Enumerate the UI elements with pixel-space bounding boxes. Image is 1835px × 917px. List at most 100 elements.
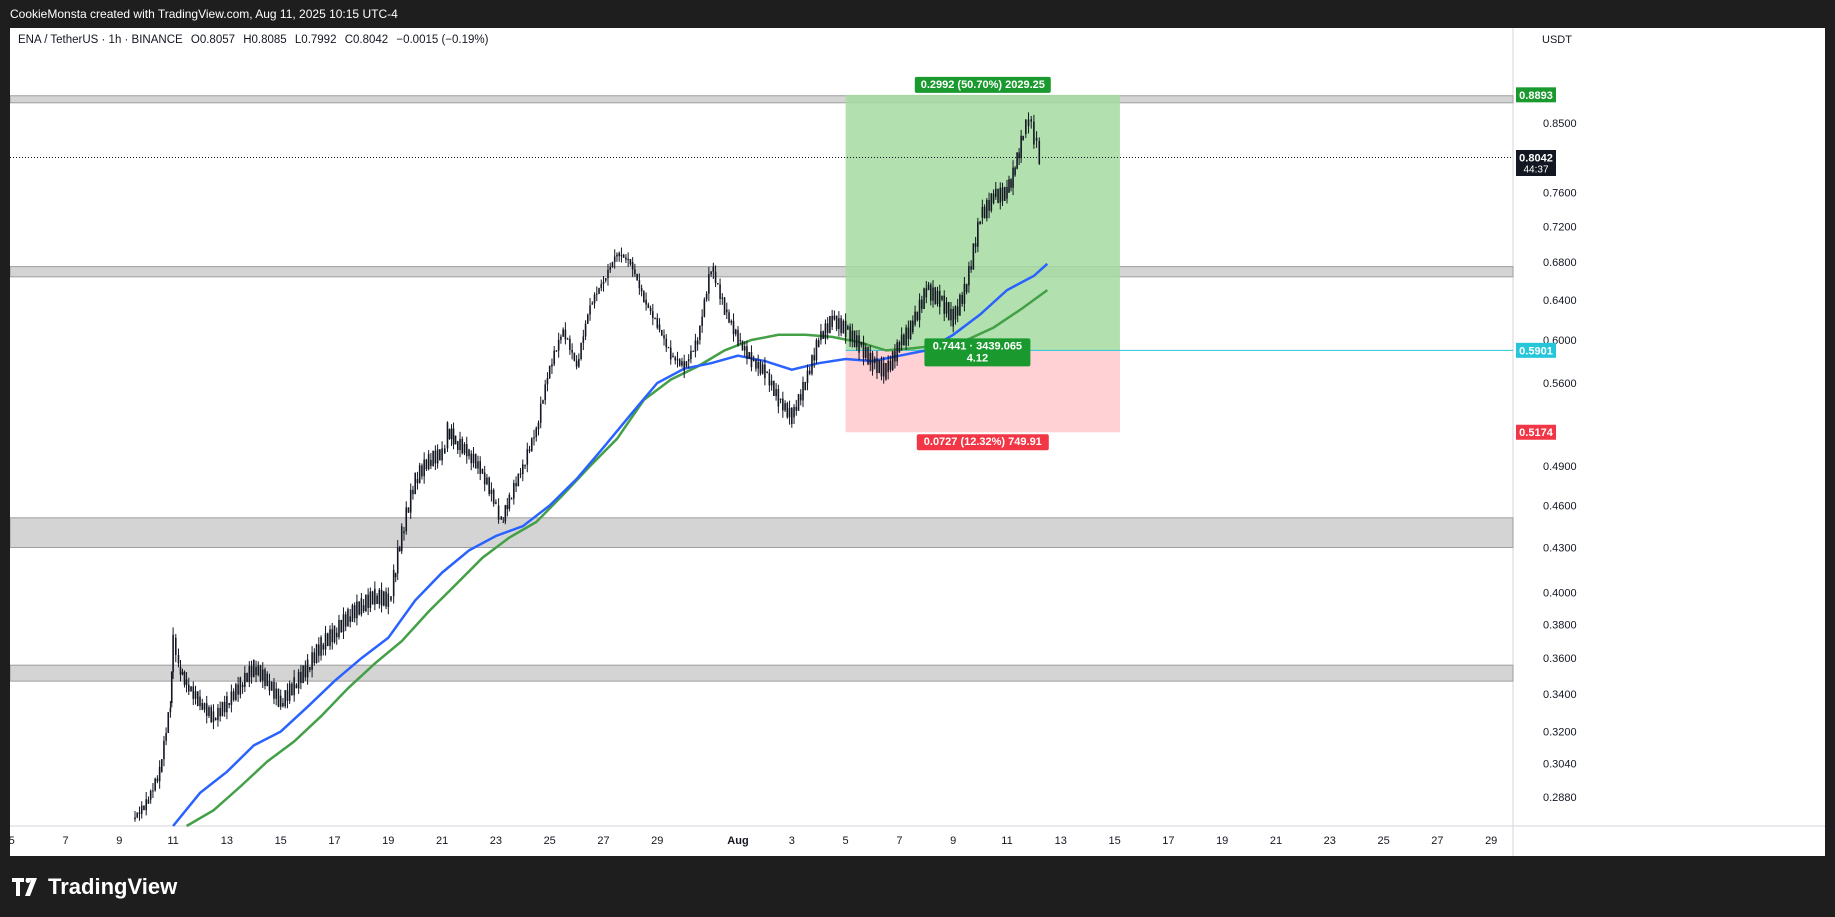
candle-body xyxy=(835,315,838,330)
candle-body xyxy=(943,295,946,314)
candle-body xyxy=(279,695,282,707)
candle-body xyxy=(734,329,737,335)
candle-body xyxy=(506,505,509,509)
legend-close: C0.8042 xyxy=(344,34,389,46)
candle-body xyxy=(409,489,412,513)
x-tick-label: 27 xyxy=(597,835,609,847)
candle-body xyxy=(324,633,327,650)
sr-zone-0 xyxy=(10,95,1514,104)
candle-body xyxy=(598,288,600,294)
candle-body xyxy=(244,672,246,688)
candle-body xyxy=(972,243,975,270)
candle-body xyxy=(214,718,217,721)
candle-body xyxy=(201,703,204,710)
candle-body xyxy=(179,666,182,675)
candle-body xyxy=(414,473,416,495)
candle-body xyxy=(192,686,195,699)
candle-body xyxy=(645,299,647,305)
candle-body xyxy=(656,317,659,328)
candle-body xyxy=(331,629,334,643)
candle-body xyxy=(712,266,715,272)
candle-body xyxy=(250,666,253,677)
candle-body xyxy=(703,299,706,317)
candle-body xyxy=(465,444,468,457)
attribution-text: CookieMonsta created with TradingView.co… xyxy=(10,7,398,21)
candle-body xyxy=(548,365,551,379)
candle-body xyxy=(988,200,990,211)
candle-body xyxy=(500,516,503,520)
candle-body xyxy=(692,350,694,352)
candle-body xyxy=(773,380,775,396)
candle-body xyxy=(681,361,683,366)
candle-body xyxy=(311,652,313,670)
candle-body xyxy=(580,342,582,359)
y-tick-label: 0.6400 xyxy=(1543,295,1577,307)
candle-body xyxy=(156,778,159,782)
candle-body xyxy=(871,352,874,371)
candle-body xyxy=(309,666,311,670)
candle-body xyxy=(739,339,742,341)
candle-body xyxy=(412,489,414,495)
candle-body xyxy=(938,290,941,307)
price-chart[interactable]: 0.2992 (50.70%) 2029.25 0.0727 (12.32%) 7… xyxy=(10,28,1825,856)
candle-body xyxy=(145,799,147,811)
candle-body xyxy=(907,327,910,339)
candle-body xyxy=(452,428,455,445)
candle-body xyxy=(490,489,493,495)
candle-body xyxy=(241,684,244,688)
brand-name: TradingView xyxy=(48,874,178,899)
candle-body xyxy=(519,473,522,475)
candle-body xyxy=(912,320,914,333)
candle-body xyxy=(652,311,654,318)
candle-body xyxy=(945,302,948,314)
candle-body xyxy=(891,351,894,370)
candle-body xyxy=(842,320,845,334)
candle-body xyxy=(165,732,167,741)
x-tick-label: 11 xyxy=(1001,835,1012,847)
candle-body xyxy=(537,422,540,430)
candle-body xyxy=(510,498,513,500)
candle-body xyxy=(360,598,363,615)
candle-body xyxy=(795,406,798,411)
candle-body xyxy=(672,355,674,358)
y-tick-label: 0.4600 xyxy=(1543,501,1577,513)
candle-body xyxy=(1027,119,1030,127)
candle-body xyxy=(383,591,385,606)
sr-zone-2 xyxy=(10,517,1514,549)
candle-body xyxy=(297,671,300,689)
candle-body xyxy=(418,465,421,484)
candle-body xyxy=(741,340,744,351)
candle-body xyxy=(358,601,360,615)
tradingview-logo[interactable]: TradingView xyxy=(12,874,177,900)
candle-body xyxy=(472,453,475,464)
y-tick-label: 0.4000 xyxy=(1543,588,1577,600)
candle-body xyxy=(981,206,984,218)
candle-body xyxy=(629,259,632,265)
candle-body xyxy=(427,454,430,470)
candle-body xyxy=(174,637,177,655)
candle-body xyxy=(618,252,620,257)
x-tick-label: 29 xyxy=(1485,835,1497,847)
candle-body xyxy=(799,394,802,401)
candle-body xyxy=(488,477,490,495)
candle-body xyxy=(270,681,273,691)
candle-body xyxy=(757,361,759,369)
candle-body xyxy=(860,341,863,346)
last-price-badge-bg xyxy=(1516,149,1556,176)
candle-body xyxy=(764,364,766,379)
candle-body xyxy=(553,350,555,365)
candle-body xyxy=(329,629,331,647)
x-tick-label: 7 xyxy=(62,835,68,847)
candle-body xyxy=(177,654,180,664)
candle-body xyxy=(862,341,865,358)
candle-body xyxy=(999,187,1002,203)
candle-body xyxy=(569,338,571,350)
candle-body xyxy=(782,398,784,411)
x-tick-label: 27 xyxy=(1431,835,1443,847)
candle-body xyxy=(149,790,152,800)
candle-body xyxy=(248,666,251,683)
candle-body xyxy=(228,703,230,705)
candle-body xyxy=(947,302,950,321)
candle-body xyxy=(463,444,466,454)
candle-body xyxy=(400,526,403,552)
